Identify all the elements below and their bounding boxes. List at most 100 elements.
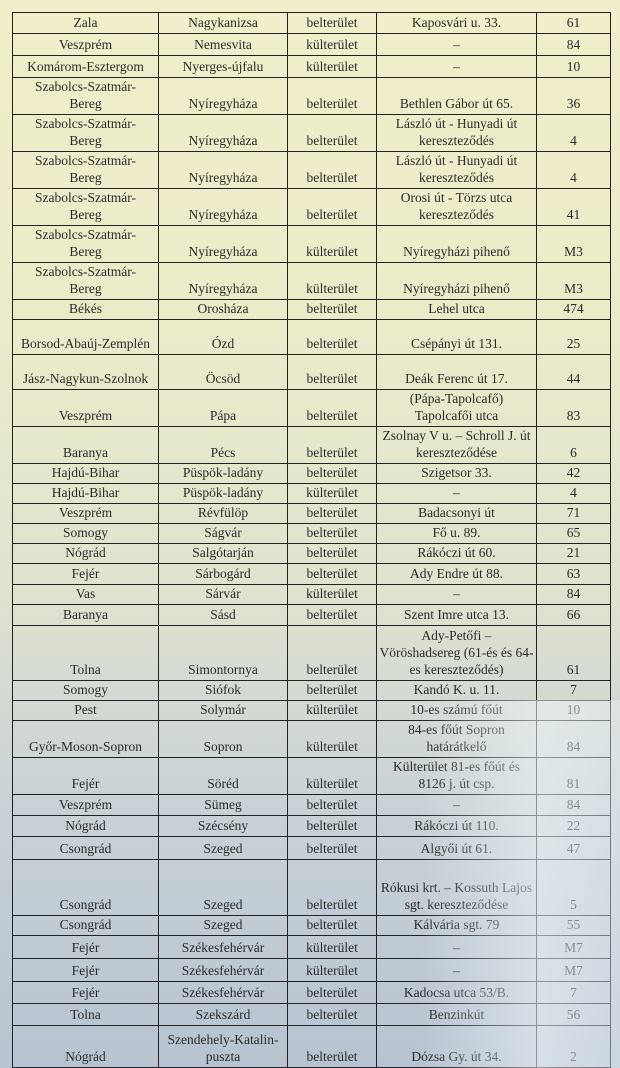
- cell-area-type: belterület: [287, 114, 377, 152]
- table-body: Zala Nagykanizsa belterület Kaposvári u. 33…: [12, 12, 611, 1068]
- cell-area-type: belterület: [287, 915, 377, 936]
- cell-road-number: 66: [536, 604, 611, 626]
- cell-road-number: 84: [536, 584, 611, 605]
- cell-area-type: külterület: [287, 584, 377, 605]
- cell-county: Borsod-Abaúj-Zemplén: [12, 319, 159, 355]
- cell-road-number: M3: [536, 225, 611, 263]
- cell-county: Zala: [12, 12, 159, 34]
- cell-address: Dózsa Gy. út 34.: [376, 1025, 537, 1068]
- cell-county: Veszprém: [12, 33, 159, 56]
- cell-address: Fő u. 89.: [376, 523, 537, 544]
- cell-road-number: 55: [536, 915, 611, 936]
- table-row: Fejér Székesfehérvár külterület – M7: [12, 935, 611, 959]
- table-row: Tolna Szekszárd belterület Benzinkút 56: [12, 1003, 611, 1026]
- cell-road-number: 84: [536, 33, 611, 56]
- cell-county: Szabolcs-Szatmár- Bereg: [12, 262, 159, 300]
- cell-road-number: 10: [536, 55, 611, 78]
- cell-address: Algyői út 61.: [376, 836, 537, 860]
- cell-address: –: [376, 794, 537, 816]
- table-row: Veszprém Sümeg belterület –84: [12, 794, 611, 816]
- cell-area-type: belterület: [287, 815, 377, 837]
- table-row: Csongrád Szeged belterület Kálvária sgt. 79…: [12, 915, 611, 936]
- cell-road-number: 44: [536, 354, 611, 390]
- cell-area-type: belterület: [287, 299, 377, 320]
- cell-county: Hajdú-Bihar: [12, 463, 159, 484]
- cell-road-number: 4: [536, 483, 611, 504]
- table-row: Baranya Sásd belterület Szent Imre utca 13.…: [12, 604, 611, 626]
- cell-city: Nyíregyháza: [158, 225, 288, 263]
- cell-address: Nyíregyházi pihenő: [376, 225, 537, 263]
- cell-city: Sárbogárd: [158, 563, 288, 585]
- cell-area-type: belterület: [287, 12, 377, 34]
- cell-county: Hajdú-Bihar: [12, 483, 159, 504]
- cell-city: Székesfehérvár: [158, 935, 288, 959]
- cell-address: Deák Ferenc út 17.: [376, 354, 537, 390]
- cell-area-type: belterület: [287, 523, 377, 544]
- table-row: Somogy Siófok belterület Kandó K. u. 11. 7: [12, 680, 611, 701]
- cell-address: 10-es számú főút: [376, 700, 537, 721]
- cell-address: Zsolnay V u. – Schroll J. út kereszteződ…: [376, 426, 537, 464]
- cell-area-type: külterület: [287, 720, 377, 758]
- table-row: Fejér Székesfehérvár belterület Kadocsa utc…: [12, 981, 611, 1004]
- cell-city: Pécs: [158, 426, 288, 464]
- table-row: Szabolcs-Szatmár- Bereg Nyíregyháza belter…: [12, 151, 611, 189]
- cell-address: Benzinkút: [376, 1003, 537, 1026]
- cell-county: Nógrád: [12, 815, 159, 837]
- table-row: Baranya Pécs belterület Zsolnay V u. – Schr…: [12, 426, 611, 464]
- cell-road-number: 42: [536, 463, 611, 484]
- cell-city: Sümeg: [158, 794, 288, 816]
- cell-county: Veszprém: [12, 794, 159, 816]
- cell-address: –: [376, 958, 537, 982]
- cell-area-type: belterület: [287, 77, 377, 115]
- cell-city: Ózd: [158, 319, 288, 355]
- cell-city: Püspök-ladány: [158, 463, 288, 484]
- cell-county: Fejér: [12, 563, 159, 585]
- cell-road-number: 2: [536, 1025, 611, 1068]
- cell-county: Csongrád: [12, 859, 159, 916]
- cell-county: Veszprém: [12, 503, 159, 524]
- cell-road-number: 4: [536, 151, 611, 189]
- cell-county: Fejér: [12, 757, 159, 795]
- cell-area-type: külterület: [287, 33, 377, 56]
- cell-county: Békés: [12, 299, 159, 320]
- cell-address: Kaposvári u. 33.: [376, 12, 537, 34]
- cell-road-number: 81: [536, 757, 611, 795]
- cell-area-type: belterület: [287, 319, 377, 355]
- cell-city: Nagykanizsa: [158, 12, 288, 34]
- table-row: Zala Nagykanizsa belterület Kaposvári u. 33…: [12, 12, 611, 34]
- cell-city: Nyíregyháza: [158, 262, 288, 300]
- cell-area-type: belterület: [287, 563, 377, 585]
- cell-road-number: 474: [536, 299, 611, 320]
- cell-city: Siófok: [158, 680, 288, 701]
- cell-area-type: belterület: [287, 625, 377, 681]
- cell-city: Söréd: [158, 757, 288, 795]
- cell-county: Vas: [12, 584, 159, 605]
- cell-city: Szekszárd: [158, 1003, 288, 1026]
- cell-address: László út - Hunyadi út kereszteződés: [376, 114, 537, 152]
- cell-address: –: [376, 55, 537, 78]
- table-row: Pest Solymár külterület 10-es számú főút 10: [12, 700, 611, 721]
- cell-city: Szeged: [158, 915, 288, 936]
- cell-area-type: belterület: [287, 188, 377, 226]
- cell-area-type: külterület: [287, 958, 377, 982]
- cell-city: Sásd: [158, 604, 288, 626]
- cell-road-number: 83: [536, 389, 611, 427]
- cell-area-type: belterület: [287, 503, 377, 524]
- cell-road-number: 22: [536, 815, 611, 837]
- table-row: Komárom-Esztergom Nyerges-újfalu külterüle…: [12, 55, 611, 78]
- table-row: Tolna Simontornya belterület Ady-Petőfi – V…: [12, 625, 611, 681]
- cell-city: Szécsény: [158, 815, 288, 837]
- cell-county: Fejér: [12, 935, 159, 959]
- cell-area-type: külterület: [287, 225, 377, 263]
- cell-road-number: 56: [536, 1003, 611, 1026]
- cell-area-type: belterület: [287, 859, 377, 916]
- cell-address: Szigetsor 33.: [376, 463, 537, 484]
- table-row: Borsod-Abaúj-Zemplén Ózd belterület Csépány…: [12, 319, 611, 355]
- table-row: Fejér Sárbogárd belterület Ady Endre út 88.…: [12, 563, 611, 585]
- cell-county: Baranya: [12, 426, 159, 464]
- cell-area-type: belterület: [287, 836, 377, 860]
- cell-city: Székesfehérvár: [158, 958, 288, 982]
- cell-address: Kálvária sgt. 79: [376, 915, 537, 936]
- table-row: Szabolcs-Szatmár- Bereg Nyíregyháza külter…: [12, 225, 611, 263]
- cell-area-type: belterület: [287, 1025, 377, 1068]
